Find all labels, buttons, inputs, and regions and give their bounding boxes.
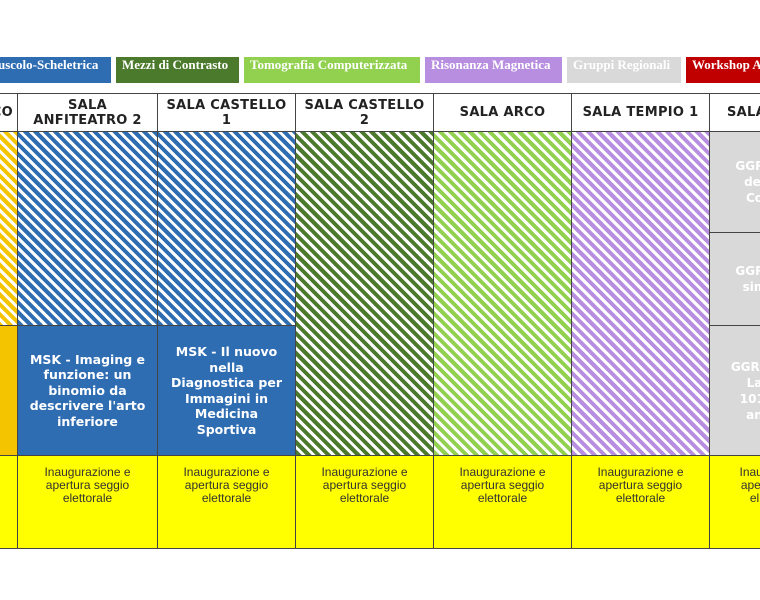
column-header: SALA CASTELLO 1 <box>157 93 296 132</box>
schedule-cell <box>433 131 572 456</box>
schedule-cell <box>157 131 296 326</box>
schedule-cell <box>17 131 158 326</box>
schedule-cell: Inaugurazione e apertura seggio elettora… <box>295 455 434 549</box>
column-header: SALA CASTELLO 2 <box>295 93 434 132</box>
legend-tag: uscolo-Scheletrica <box>0 57 111 83</box>
schedule-cell: Inaugurazione e apertura seggio elettora… <box>157 455 296 549</box>
schedule-cell: Inaugurazione e apertura seggio elettora… <box>571 455 710 549</box>
schedule-cell: GGRR - La 101/ an <box>709 325 760 456</box>
schedule-cell: GGRR del Co <box>709 131 760 233</box>
schedule-cell <box>571 131 710 456</box>
legend-tag: Mezzi di Contrasto <box>116 57 239 83</box>
schedule-cell: Inaugurazione e apertura seggio elettora… <box>17 455 158 549</box>
schedule-cell <box>0 455 18 549</box>
column-header: SALA ARCO <box>433 93 572 132</box>
schedule-cell: MSK - Imaging e funzione: un binomio da … <box>17 325 158 456</box>
column-header: SALA ANFITEATRO 2 <box>17 93 158 132</box>
schedule-cell <box>0 131 18 326</box>
schedule-cell: Inaugurazione e apertura seggio elettora… <box>433 455 572 549</box>
schedule-cell: Inaug apert el <box>709 455 760 549</box>
schedule-cell: GGRR sim <box>709 232 760 326</box>
column-header: SALA TEMPIO 1 <box>571 93 710 132</box>
legend-tag: Risonanza Magnetica <box>425 57 562 83</box>
column-header: SALA <box>709 93 760 132</box>
schedule-cell <box>0 325 18 456</box>
schedule-cell <box>295 131 434 456</box>
legend-tag: Workshop A <box>686 57 760 83</box>
schedule-cell: MSK - Il nuovo nella Diagnostica per Imm… <box>157 325 296 456</box>
column-header: CO <box>0 93 18 132</box>
legend-tag: Tomografia Computerizzata <box>244 57 420 83</box>
legend-tag: Gruppi Regionali <box>567 57 681 83</box>
